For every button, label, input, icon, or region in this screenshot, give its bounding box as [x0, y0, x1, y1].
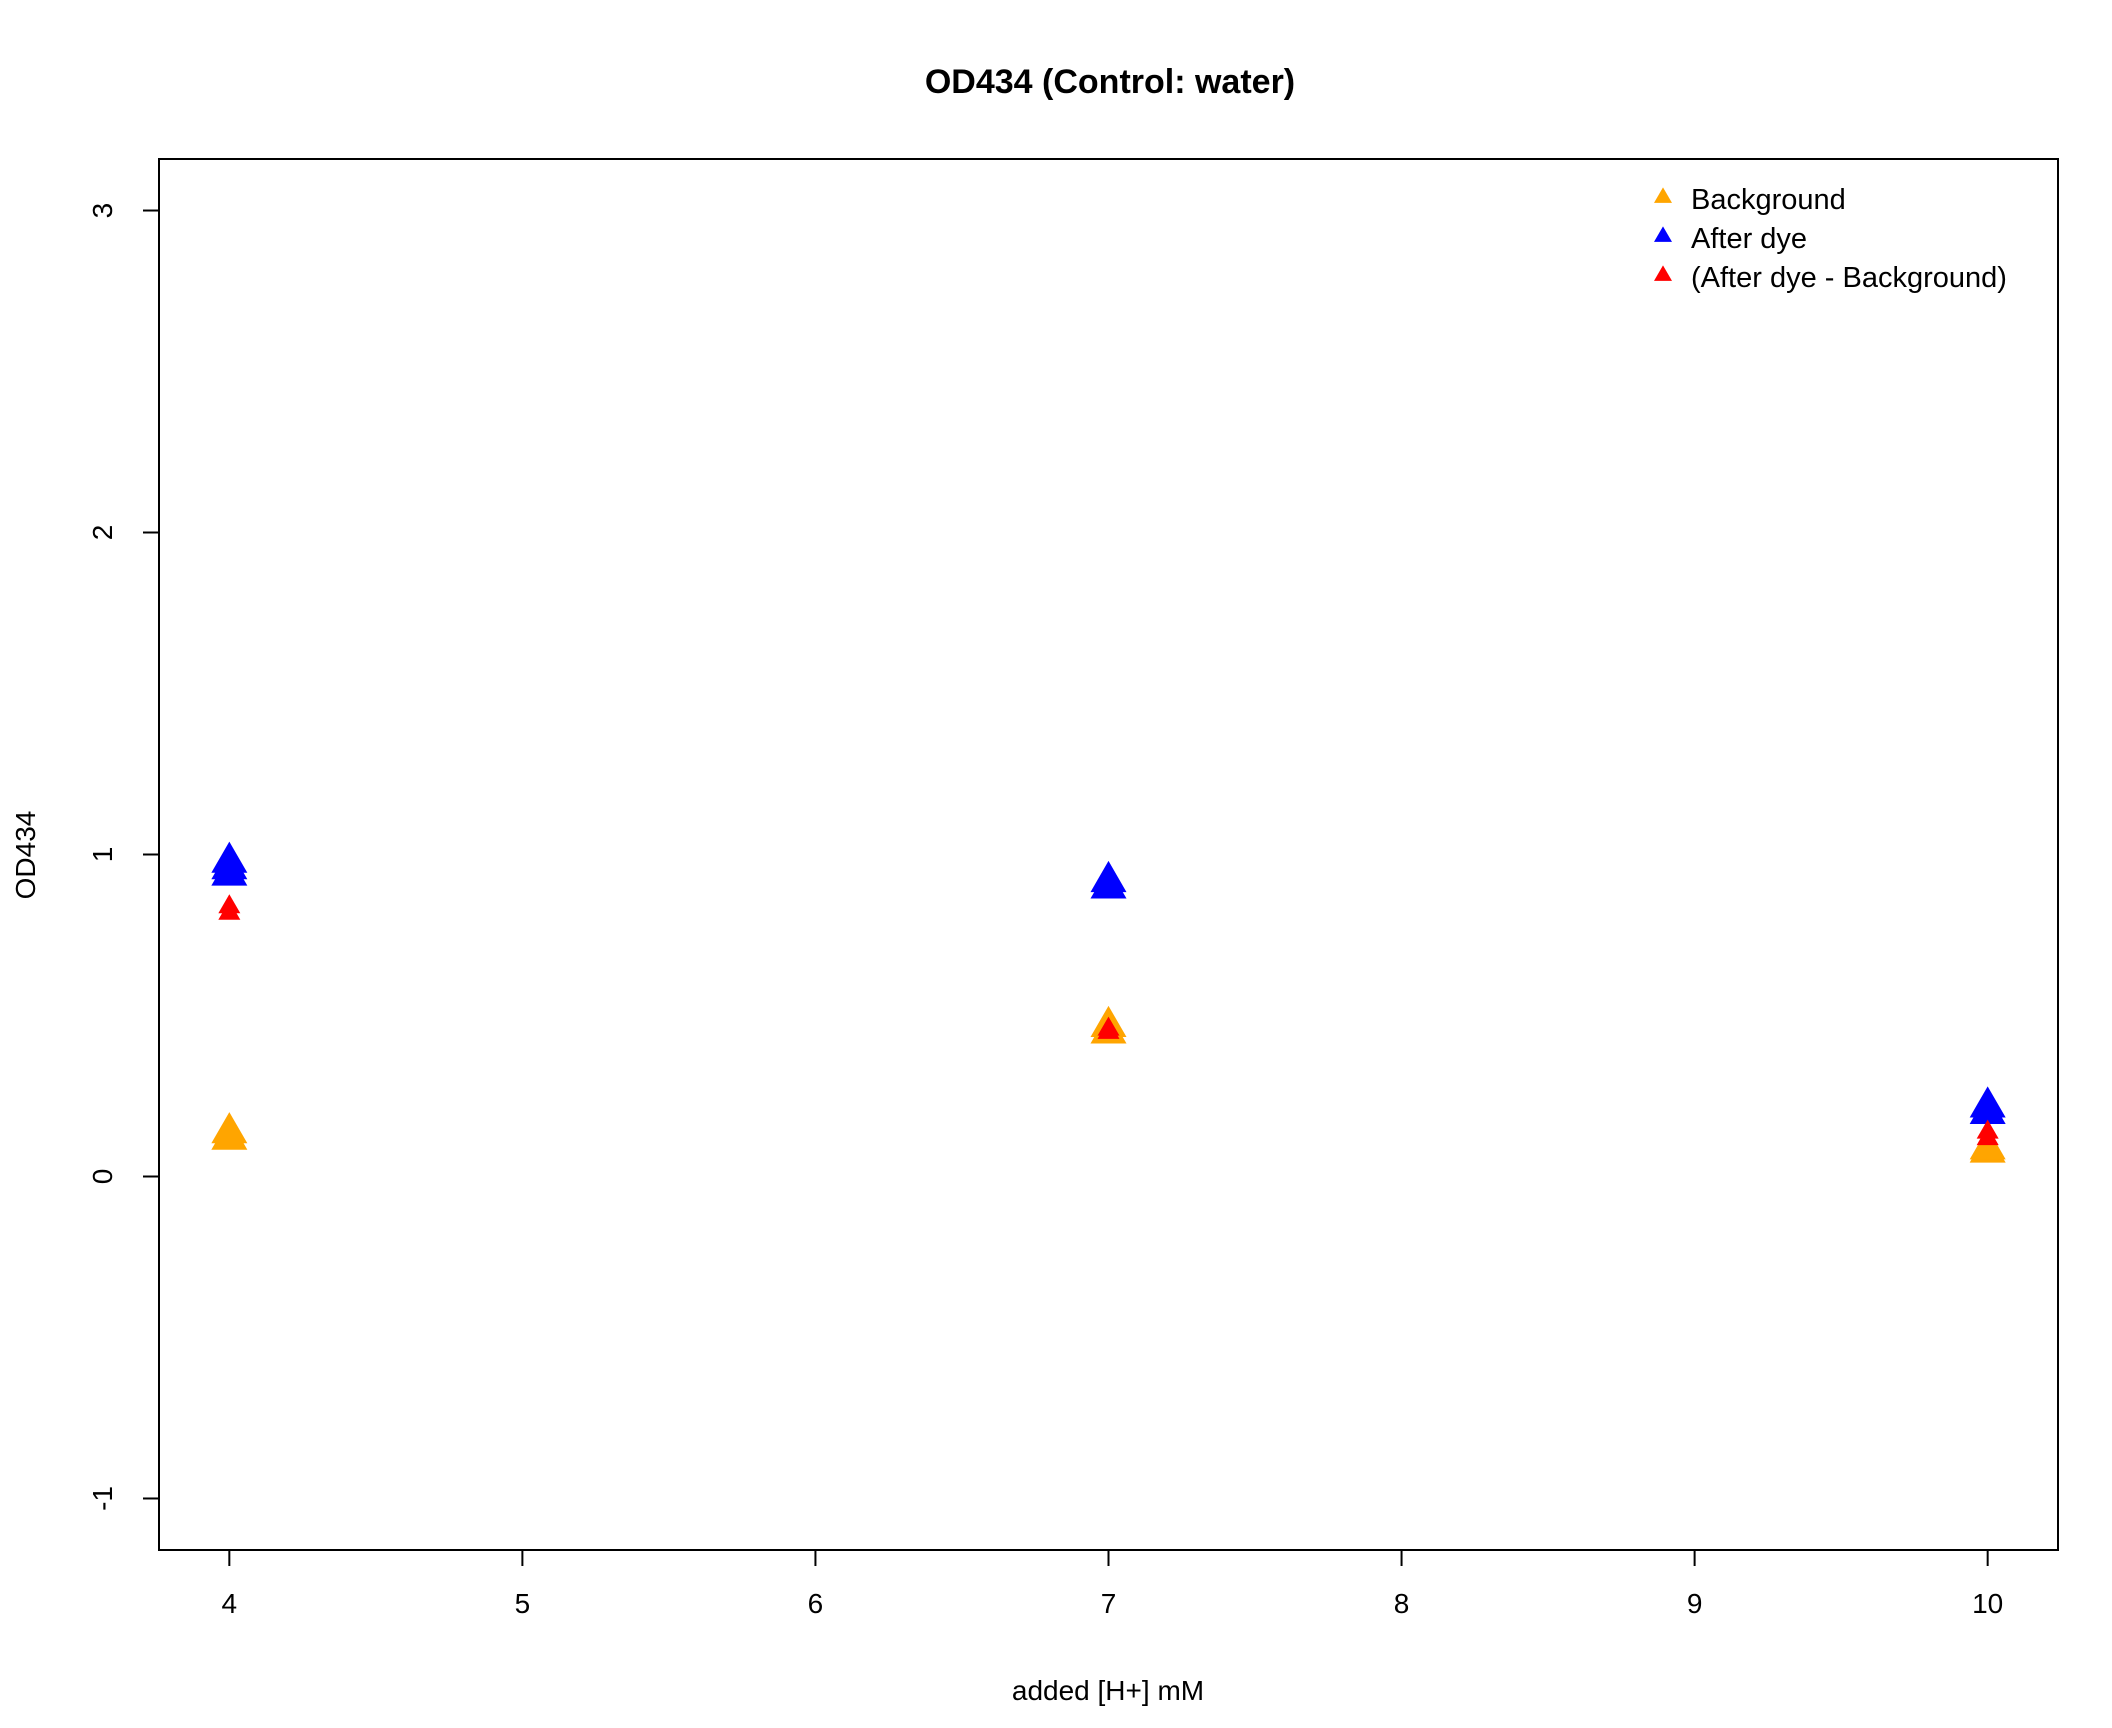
y-tick-label: 2 — [87, 525, 118, 541]
legend-label: (After dye - Background) — [1691, 262, 2007, 294]
data-point — [1090, 860, 1127, 893]
legend-label: Background — [1691, 184, 1846, 216]
data-point — [1976, 1119, 1999, 1139]
x-tick-label: 4 — [222, 1588, 238, 1619]
y-tick-label: -1 — [87, 1486, 118, 1511]
data-points — [211, 841, 2006, 1163]
y-axis: -1 0 1 2 3 — [87, 203, 160, 1511]
x-axis-label: added [H+] mM — [1012, 1675, 1204, 1706]
plot-frame — [158, 158, 2059, 1551]
legend-label: After dye — [1691, 223, 1807, 255]
legend-marker — [1654, 226, 1672, 242]
x-axis: 4 5 6 7 8 9 10 — [222, 1549, 2003, 1619]
x-tick-label: 5 — [515, 1588, 531, 1619]
data-point — [1969, 1086, 2006, 1118]
data-point — [211, 1112, 248, 1144]
y-axis-label: OD434 — [10, 811, 41, 900]
data-point — [218, 894, 241, 914]
y-tick-label: 1 — [87, 847, 118, 863]
x-tick-label: 9 — [1687, 1588, 1703, 1619]
data-point — [211, 841, 248, 873]
series-2 — [211, 841, 2006, 1124]
series-3 — [218, 894, 1999, 1146]
legend-marker — [1654, 187, 1672, 203]
x-tick-label: 10 — [1972, 1588, 2003, 1619]
y-tick-label: 3 — [87, 203, 118, 219]
y-tick-label: 0 — [87, 1169, 118, 1185]
x-tick-label: 8 — [1394, 1588, 1410, 1619]
legend-marker — [1654, 265, 1672, 281]
chart-title: OD434 (Control: water) — [925, 63, 1295, 101]
legend: Background After dye (After dye - Backgrou… — [1654, 184, 2007, 294]
data-point — [1097, 1016, 1120, 1036]
x-tick-label: 7 — [1101, 1588, 1117, 1619]
x-tick-label: 6 — [808, 1588, 824, 1619]
